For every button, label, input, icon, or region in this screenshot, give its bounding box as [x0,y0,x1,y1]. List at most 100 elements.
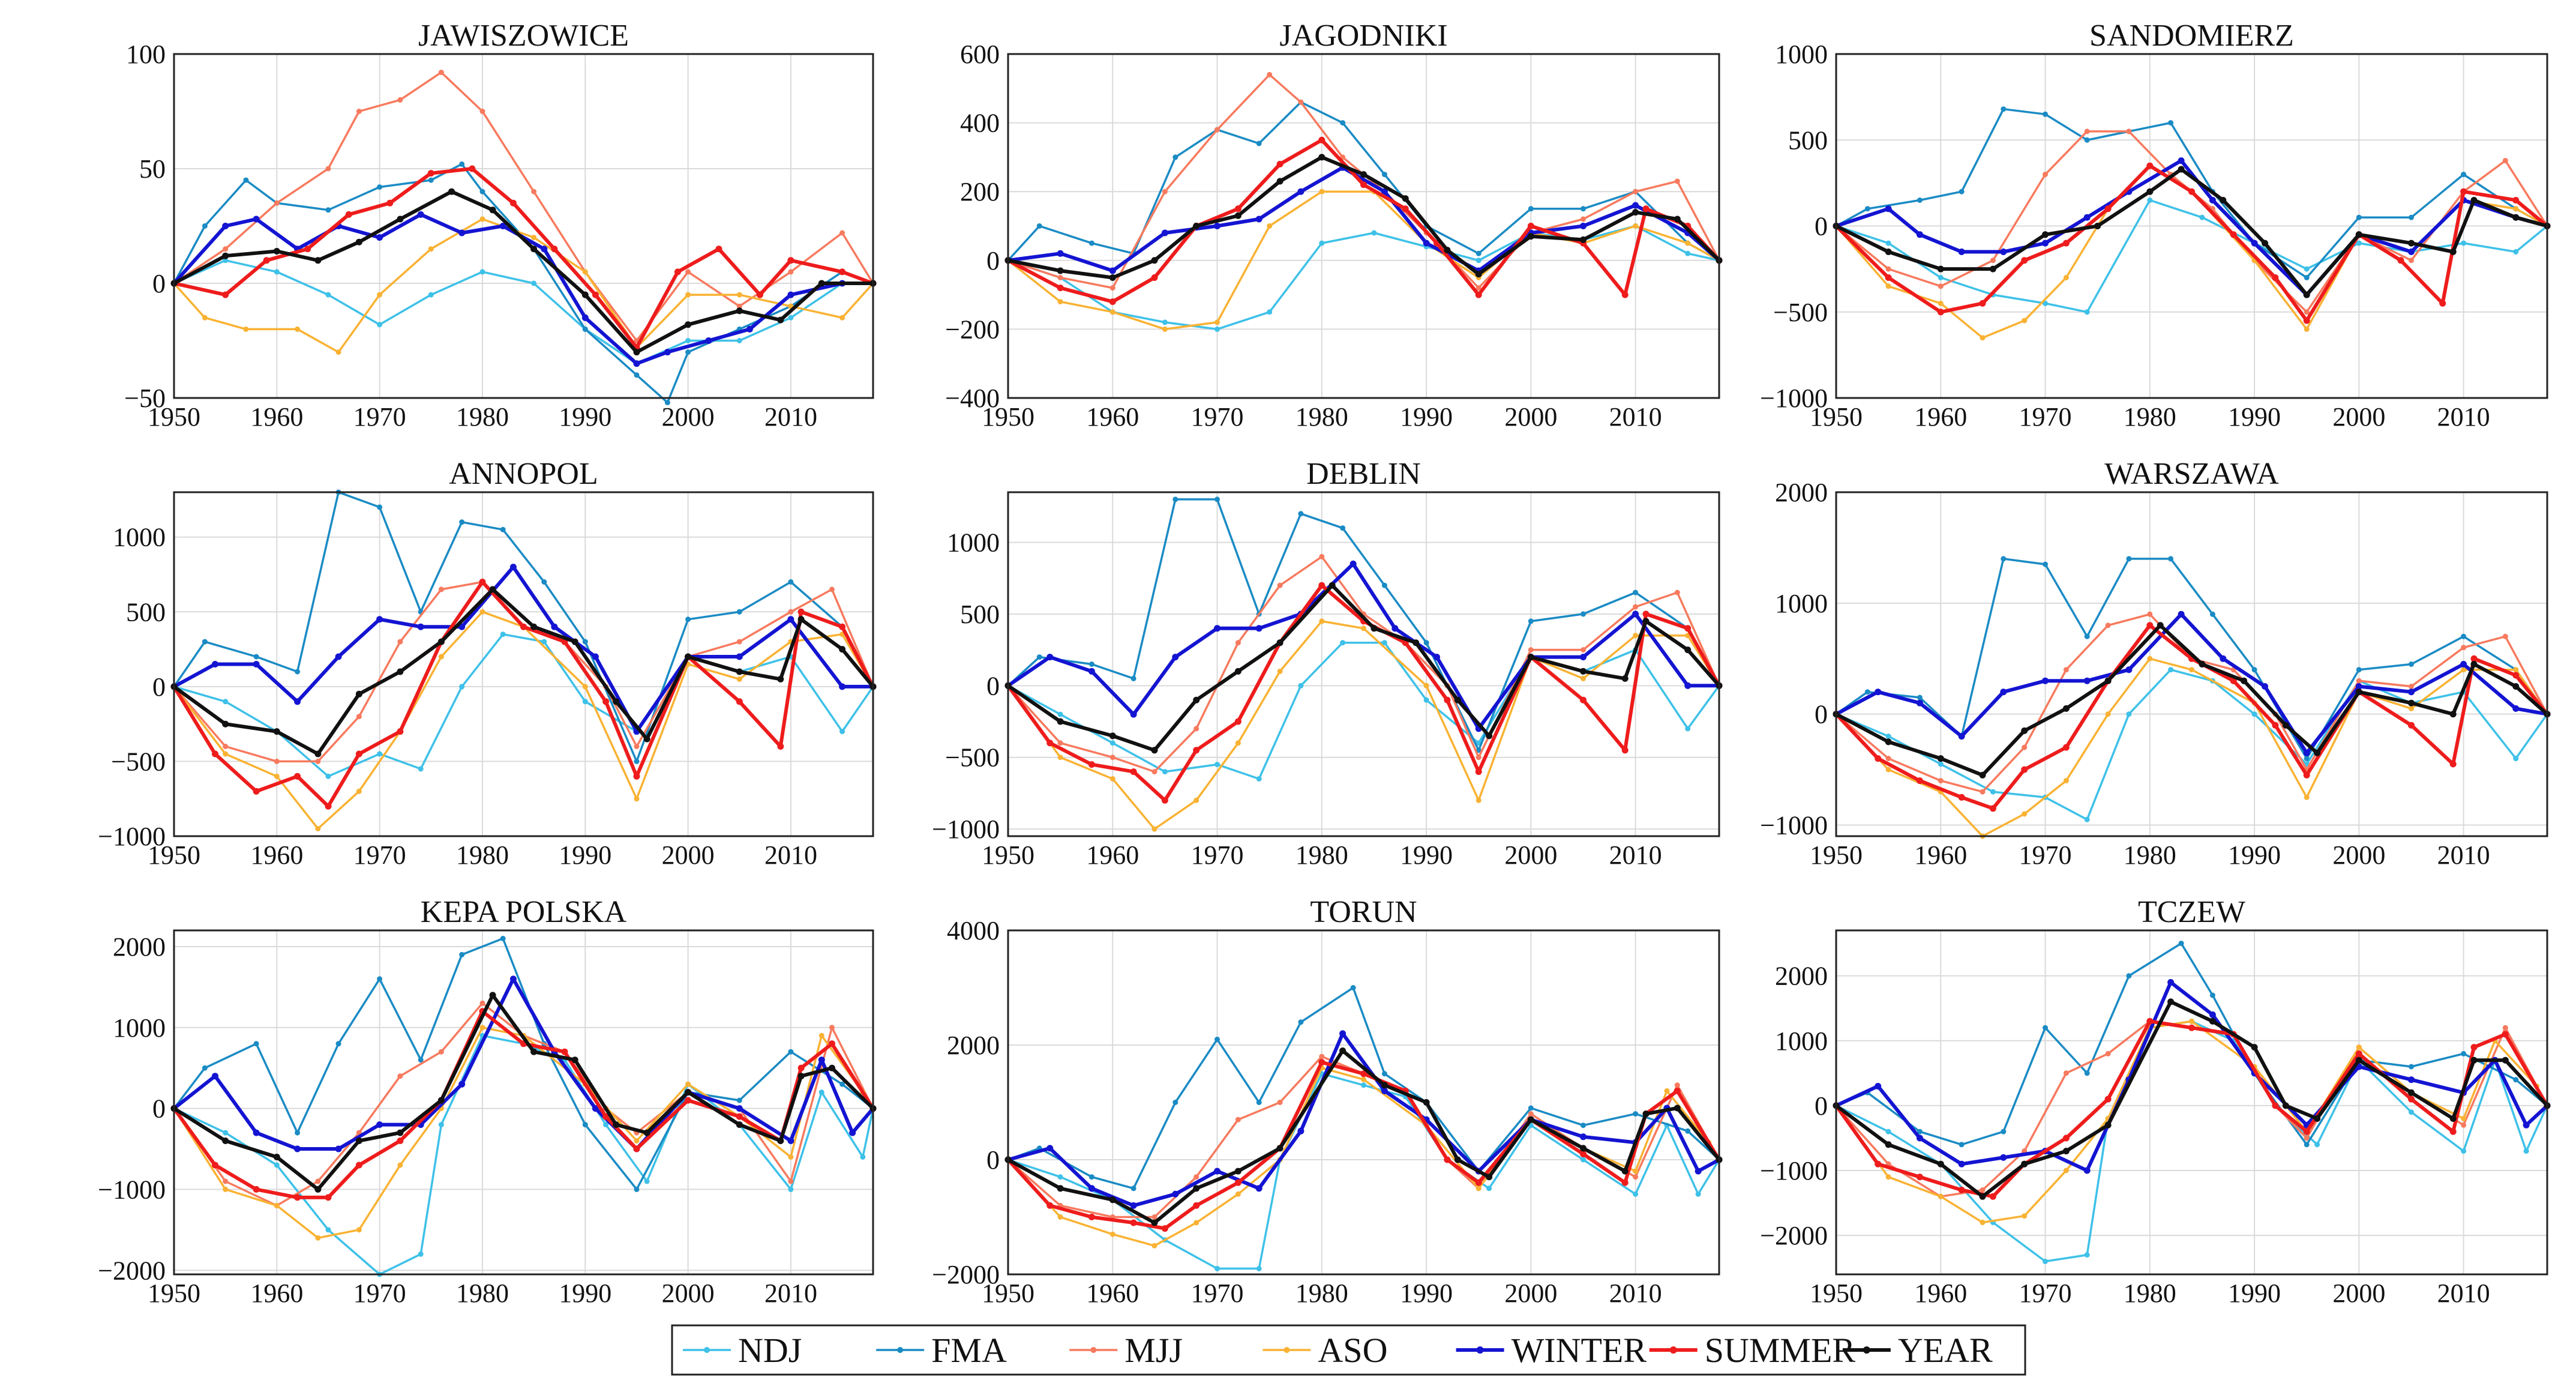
y-tick-label: 500 [126,597,166,627]
data-point-fma [325,207,331,213]
x-tick-label: 1950 [148,1279,200,1308]
data-point-fma [2001,106,2007,112]
data-point-winter [253,661,260,667]
data-point-year [314,750,322,758]
data-point-summer [1642,610,1650,618]
data-point-year [1486,1174,1493,1181]
panel-title: DEBLIN [1306,457,1421,491]
data-point-year [2167,998,2175,1005]
data-point-winter [2251,240,2258,247]
data-point-year [736,668,743,675]
data-point-winter [2000,1154,2007,1161]
data-point-aso [2147,655,2153,661]
data-point-year [2209,1017,2216,1025]
data-point-year [489,206,496,214]
data-point-fma [2409,214,2414,220]
panel-kepa-polska: 1950 1960 1970 1980 1990 2000 2010 −2000 −1000 0 1… [98,895,877,1308]
data-point-ndj [223,258,229,264]
series-line-aso [1007,620,1720,830]
series-line-winter [1007,166,1720,273]
data-point-aso [634,1138,640,1143]
data-point-winter [2178,157,2185,164]
data-point-summer [1360,1070,1367,1077]
data-point-winter [2209,197,2216,203]
data-point-fma [1528,1105,1534,1111]
series-line-aso [1835,657,2548,837]
data-point-winter [458,1080,466,1088]
data-point-fma [1214,1037,1220,1042]
data-point-year [397,668,404,675]
panel-torun: 1950 1960 1970 1980 1990 2000 2010 −2000 0 2000 40… [932,895,1723,1308]
y-tick-label: 2000 [113,932,166,962]
y-tick-label: −1000 [1760,1156,1828,1186]
data-point-winter [1297,188,1305,195]
y-tick-label: 50 [139,154,166,184]
data-point-ndj [818,1089,824,1095]
data-point-summer [1580,1151,1587,1157]
data-point-summer [1161,797,1168,804]
data-point-year [1454,1156,1461,1163]
data-point-summer [2272,1102,2279,1109]
data-point-ndj [418,766,424,772]
data-point-summer [345,211,352,218]
y-tick-label: 2000 [947,1031,1000,1060]
data-point-year [571,1056,578,1064]
data-point-mjj [2502,633,2508,639]
y-tick-label: −1000 [1760,811,1828,840]
data-point-summer [1475,1179,1482,1186]
x-tick-label: 1990 [559,402,611,432]
x-tick-label: 1990 [2228,840,2281,870]
data-point-aso [1361,1076,1366,1082]
data-point-summer [2449,761,2457,768]
series-line-winter [173,977,875,1151]
data-point-ndj [2304,266,2310,272]
data-point-year [1329,582,1336,589]
data-point-year [2104,1121,2112,1128]
data-point-mjj [1151,769,1157,775]
data-point-summer [551,246,558,253]
y-tick-label: 1000 [1775,1026,1828,1056]
panel-title: SANDOMIERZ [2089,19,2294,53]
data-point-ndj [1319,240,1325,246]
data-point-winter [1339,1030,1347,1037]
data-point-ndj [860,1154,866,1160]
data-point-fma [839,1081,845,1087]
data-point-winter [849,1129,856,1136]
data-point-winter [592,1105,599,1112]
data-point-year [685,321,692,328]
panel-jagodniki: 1950 1960 1970 1980 1990 2000 2010 −400 −200 0 200… [945,19,1723,432]
data-point-mjj [1109,285,1115,291]
data-point-year [530,1048,538,1055]
data-point-mjj [2063,1070,2069,1076]
data-point-mjj [479,1000,485,1006]
data-point-summer [2408,722,2415,729]
data-point-fma [1130,675,1136,681]
data-point-mjj [2105,622,2111,628]
y-tick-label: −500 [945,743,1000,773]
y-tick-label: −200 [945,315,1000,344]
data-point-mjj [1476,285,1482,291]
x-tick-label: 2010 [1609,840,1662,870]
data-point-winter [1958,1160,1965,1168]
data-point-summer [2303,771,2310,779]
data-point-fma [1633,1111,1639,1117]
data-point-mjj [1267,71,1273,77]
data-point-aso [1235,740,1241,746]
data-point-winter [458,623,466,630]
data-point-summer [1916,1174,1923,1181]
data-point-year [1318,154,1326,161]
x-tick-label: 1990 [1400,840,1453,870]
data-point-year [1423,1099,1430,1106]
data-point-ndj [1361,1082,1366,1088]
data-point-fma [2126,556,2132,562]
axes-frame [1007,491,1720,837]
data-point-ndj [1423,697,1429,703]
y-tick-label: 2000 [1775,962,1828,991]
data-point-year [2303,291,2310,298]
data-point-fma [500,936,506,941]
data-point-ndj [2199,214,2205,220]
data-point-year [1486,732,1493,740]
data-point-summer [509,199,517,206]
data-point-winter [222,223,229,229]
data-point-winter [2167,979,2175,986]
